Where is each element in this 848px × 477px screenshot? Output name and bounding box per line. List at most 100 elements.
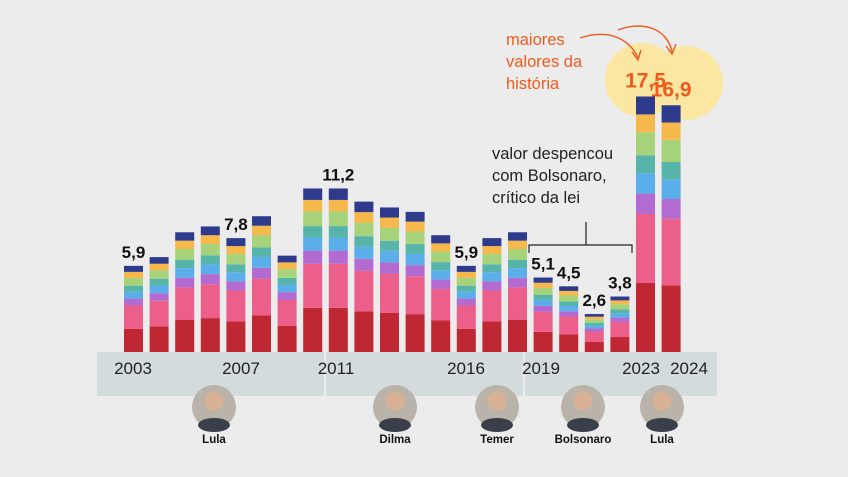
- bar-segment: [431, 288, 451, 321]
- bar-segment: [508, 259, 527, 269]
- bar-segment: [149, 285, 169, 294]
- bar-segment: [328, 307, 348, 352]
- bar-segment: [124, 328, 143, 352]
- bar-segment: [303, 250, 323, 264]
- bar-segment: [508, 232, 527, 241]
- bar-segment: [661, 139, 681, 163]
- bar-segment: [380, 207, 399, 218]
- president-name: Lula: [202, 434, 226, 446]
- bar-segment: [175, 277, 195, 288]
- bar-segment: [277, 277, 297, 285]
- bar-segment: [380, 240, 399, 251]
- bar-segment: [354, 236, 374, 247]
- bar-segment: [354, 311, 374, 352]
- bar-segment: [175, 259, 195, 269]
- bar-segment: [482, 272, 502, 282]
- avatar-shoulders: [481, 418, 513, 432]
- president-avatar: [640, 385, 684, 432]
- president-avatar: [561, 385, 605, 432]
- bolsonaro-annotation-line: com Bolsonaro,: [492, 167, 607, 185]
- bar-segment: [456, 265, 476, 272]
- bar-segment: [303, 226, 323, 238]
- bar-segment: [328, 211, 348, 227]
- bar-segment: [508, 268, 527, 278]
- bar-segment: [175, 249, 195, 260]
- bar-segment: [277, 262, 297, 270]
- bar-segment: [508, 240, 527, 250]
- record-arrow-head: [631, 49, 642, 62]
- record-annotation-line: maiores: [506, 31, 565, 49]
- bolsonaro-bracket: [528, 244, 633, 253]
- bar-segment: [200, 244, 220, 256]
- bar-segment: [277, 325, 297, 352]
- bar-segment: [405, 231, 425, 245]
- bar-segment: [610, 309, 630, 314]
- value-label: 3,8: [608, 274, 632, 293]
- bar-segment: [252, 256, 271, 268]
- bar-segment: [456, 328, 476, 352]
- bar-segment: [226, 281, 246, 291]
- record-value-label: 16,9: [651, 78, 692, 101]
- avatar-shoulders: [567, 418, 599, 432]
- bar-segment: [559, 290, 579, 296]
- president-name: Temer: [480, 434, 514, 446]
- bar-segment: [559, 316, 579, 335]
- avatar-face: [652, 391, 672, 411]
- bar-segment: [533, 277, 553, 283]
- bar-segment: [636, 114, 655, 133]
- bar-segment: [328, 263, 348, 308]
- avatar-face: [573, 391, 593, 411]
- bar-segment: [482, 290, 502, 322]
- avatar-face: [204, 391, 224, 411]
- bar-segment: [610, 337, 630, 352]
- bar-segment: [405, 314, 425, 352]
- bar-segment: [636, 193, 655, 215]
- bar-segment: [200, 235, 220, 245]
- bar-segment: [508, 287, 527, 320]
- president-name: Dilma: [379, 434, 411, 446]
- bar-segment: [431, 235, 451, 244]
- president-avatar: [475, 385, 519, 432]
- bar-segment: [508, 277, 527, 288]
- bar-segment: [533, 287, 553, 295]
- bar-segment: [200, 264, 220, 275]
- bar-segment: [175, 268, 195, 278]
- year-tick-label: 2019: [522, 359, 560, 378]
- bar-segment: [405, 221, 425, 232]
- bar-segment: [200, 284, 220, 319]
- bar-segment: [584, 316, 604, 320]
- bar-segment: [124, 271, 143, 278]
- bar-segment: [124, 265, 143, 272]
- record-annotation-line: valores da: [506, 53, 583, 71]
- axis-band-divider: [523, 352, 525, 396]
- bar-segment: [149, 300, 169, 327]
- avatar-shoulders: [646, 418, 678, 432]
- bar-segment: [149, 270, 169, 279]
- bar-segment: [636, 283, 655, 352]
- bar-segment: [610, 300, 630, 305]
- bar-segment: [610, 296, 630, 301]
- bar-segment: [636, 96, 655, 115]
- bar-segment: [559, 295, 579, 302]
- bar-segment: [277, 255, 297, 263]
- bar-segment: [252, 315, 271, 352]
- president-name: Lula: [650, 434, 674, 446]
- bar-segment: [533, 294, 553, 300]
- bar-segment: [200, 318, 220, 352]
- bar-segment: [508, 249, 527, 260]
- record-annotation-line: história: [506, 75, 560, 93]
- bar-segment: [533, 305, 553, 312]
- record-arrow-head: [665, 43, 677, 56]
- avatar-face: [487, 391, 507, 411]
- bar-segment: [252, 247, 271, 257]
- bar-segment: [559, 286, 579, 291]
- bar-segment: [405, 211, 425, 222]
- bar-segment: [610, 313, 630, 318]
- bar-segment: [405, 244, 425, 254]
- bar-segment: [405, 265, 425, 277]
- year-tick-label: 2024: [670, 359, 708, 378]
- bar-segment: [354, 246, 374, 259]
- highlight-circle: [649, 46, 723, 120]
- value-label: 7,8: [224, 215, 248, 234]
